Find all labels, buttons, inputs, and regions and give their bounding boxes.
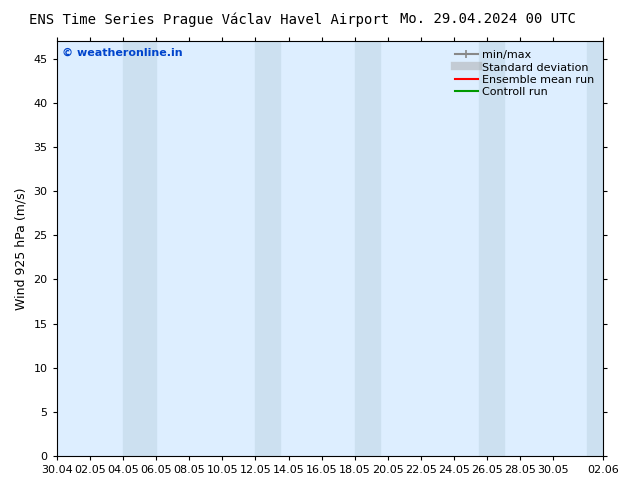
Bar [479,41,504,456]
Legend: min/max, Standard deviation, Ensemble mean run, Controll run: min/max, Standard deviation, Ensemble me… [452,47,598,100]
Y-axis label: Wind 925 hPa (m/s): Wind 925 hPa (m/s) [15,187,28,310]
Bar [256,41,280,456]
Text: Mo. 29.04.2024 00 UTC: Mo. 29.04.2024 00 UTC [400,12,576,26]
Bar [355,41,380,456]
Text: ENS Time Series Prague Václav Havel Airport: ENS Time Series Prague Václav Havel Airp… [29,12,389,27]
Bar [123,41,156,456]
Text: © weatheronline.in: © weatheronline.in [62,48,183,57]
Bar [586,41,603,456]
